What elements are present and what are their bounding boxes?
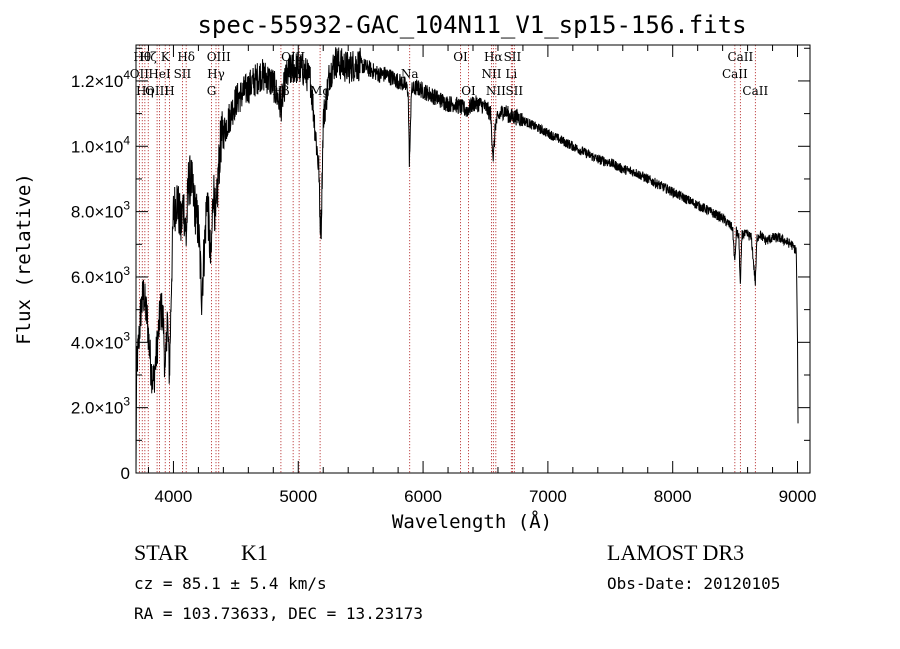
coordinates-text: RA = 103.73633, DEC = 13.23173 xyxy=(134,604,423,623)
line-label: Hα xyxy=(484,50,503,64)
line-label: H xyxy=(164,84,174,98)
line-label: K xyxy=(161,50,171,64)
y-tick-mantissa: 0 xyxy=(121,464,130,483)
y-tick-exponent: 3 xyxy=(123,395,130,409)
line-label: Hγ xyxy=(207,67,225,81)
survey-name: LAMOST DR3 xyxy=(607,540,744,565)
line-label: NII xyxy=(486,84,506,98)
y-tick-label: 6.0×103 xyxy=(71,264,130,287)
line-label: OII xyxy=(130,67,150,81)
y-tick-exponent: 3 xyxy=(123,329,130,343)
y-tick-label: 1.2×104 xyxy=(71,68,130,91)
chart-title: spec-55932-GAC_104N11_V1_sp15-156.fits xyxy=(197,11,746,39)
line-label: Mg xyxy=(310,84,330,98)
y-tick-exponent: 3 xyxy=(123,264,130,278)
spectral-line-markers xyxy=(138,45,756,473)
x-tick-label: 5000 xyxy=(279,487,317,506)
x-tick-label: 9000 xyxy=(779,487,817,506)
line-label: SII xyxy=(174,67,192,81)
object-class: STAR xyxy=(134,540,189,565)
y-tick-label: 2.0×103 xyxy=(71,395,130,418)
redshift-text: cz = 85.1 ± 5.4 km/s xyxy=(134,574,327,593)
spectral-subclass: K1 xyxy=(241,540,268,565)
line-label: OI xyxy=(453,50,468,64)
line-label: OI xyxy=(461,84,476,98)
spectrum-line xyxy=(135,47,799,474)
x-tick-label: 7000 xyxy=(529,487,567,506)
x-axis-ticks: 4000 5000 6000 7000 8000 9000 xyxy=(147,45,817,506)
line-label: CaII xyxy=(742,84,768,98)
spectral-line-labels: OIIHθHηHζOIIIHeIKHSIIHδGHγOIIIHβOIIIOIII… xyxy=(130,50,769,98)
line-label: HeI xyxy=(148,67,171,81)
y-tick-label: 0 xyxy=(121,464,130,483)
line-label: OIII xyxy=(145,84,169,98)
y-tick-label: 8.0×103 xyxy=(71,199,130,222)
y-tick-mantissa: 4.0×10 xyxy=(71,333,123,352)
y-tick-exponent: 3 xyxy=(123,199,130,213)
y-tick-mantissa: 6.0×10 xyxy=(71,268,123,287)
observation-date: Obs-Date: 20120105 xyxy=(607,574,780,593)
y-tick-label: 4.0×103 xyxy=(71,329,130,352)
x-tick-label: 6000 xyxy=(404,487,442,506)
line-label: Hη xyxy=(136,84,154,98)
x-tick-label: 8000 xyxy=(654,487,692,506)
y-tick-mantissa: 2.0×10 xyxy=(71,399,123,418)
line-label: Li xyxy=(505,67,517,81)
line-label: OIII xyxy=(207,50,231,64)
line-label: SII xyxy=(505,84,523,98)
line-label: Hθ xyxy=(133,50,151,64)
y-tick-label: 1.0×104 xyxy=(71,133,130,156)
y-axis-label: Flux (relative) xyxy=(13,173,35,345)
y-tick-mantissa: 1.2×10 xyxy=(71,72,123,91)
y-axis-ticks: 02.0×1034.0×1036.0×1038.0×1031.0×1041.2×… xyxy=(71,47,810,483)
line-label: Hζ xyxy=(140,50,157,64)
x-axis-label: Wavelength (Å) xyxy=(392,510,552,533)
y-tick-exponent: 4 xyxy=(123,133,130,147)
line-label: NII xyxy=(481,67,501,81)
y-tick-mantissa: 1.0×10 xyxy=(71,137,123,156)
y-tick-mantissa: 8.0×10 xyxy=(71,203,123,222)
line-label: SII xyxy=(504,50,522,64)
line-label: Hδ xyxy=(177,50,195,64)
line-label: G xyxy=(207,84,217,98)
line-label: CaII xyxy=(727,50,753,64)
x-tick-label: 4000 xyxy=(155,487,193,506)
line-label: CaII xyxy=(722,67,748,81)
y-tick-exponent: 4 xyxy=(123,68,130,82)
